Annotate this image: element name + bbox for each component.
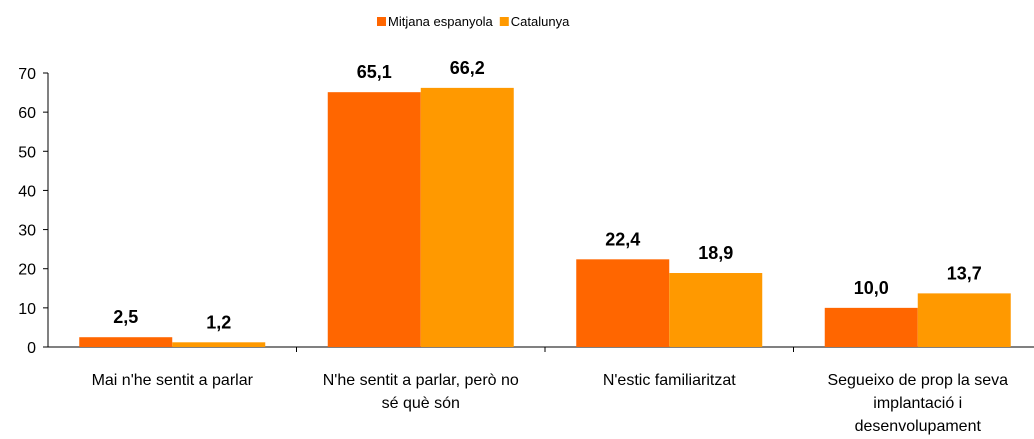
bar <box>576 259 670 347</box>
bar <box>79 337 173 347</box>
value-label: 10,0 <box>854 278 889 298</box>
bar <box>172 342 266 347</box>
bar <box>420 87 514 348</box>
value-label: 13,7 <box>947 263 982 283</box>
bar <box>917 293 1011 347</box>
y-tick-label: 50 <box>18 144 36 161</box>
y-tick-label: 20 <box>18 262 36 279</box>
value-label: 65,1 <box>357 62 392 82</box>
bar <box>327 92 421 348</box>
bar <box>669 273 763 347</box>
value-label: 66,2 <box>450 58 485 78</box>
y-tick-label: 30 <box>18 223 36 240</box>
bar <box>824 307 918 347</box>
legend-swatch <box>499 17 509 26</box>
legend-label: Catalunya <box>511 14 570 29</box>
y-tick-label: 60 <box>18 105 36 122</box>
x-tick-label: Mai n'he sentit a parlar <box>92 372 254 389</box>
value-label: 2,5 <box>113 307 138 327</box>
x-tick-label: N'he sentit a parlar, però no sé què són <box>323 372 519 412</box>
y-tick-label: 0 <box>27 340 36 357</box>
legend-swatch <box>377 17 386 26</box>
y-tick-label: 70 <box>18 66 36 83</box>
value-label: 22,4 <box>605 229 640 249</box>
y-tick-label: 10 <box>18 301 36 318</box>
y-tick-label: 40 <box>18 183 36 200</box>
value-label: 1,2 <box>206 312 231 332</box>
value-label: 18,9 <box>698 243 733 263</box>
legend-label: Mitjana espanyola <box>388 14 494 29</box>
legend: Mitjana espanyola Catalunya <box>377 14 570 29</box>
x-tick-label: Segueixo de prop la seva implantació i des… <box>827 372 1008 435</box>
x-tick-label: N'estic familiaritzat <box>603 372 736 389</box>
